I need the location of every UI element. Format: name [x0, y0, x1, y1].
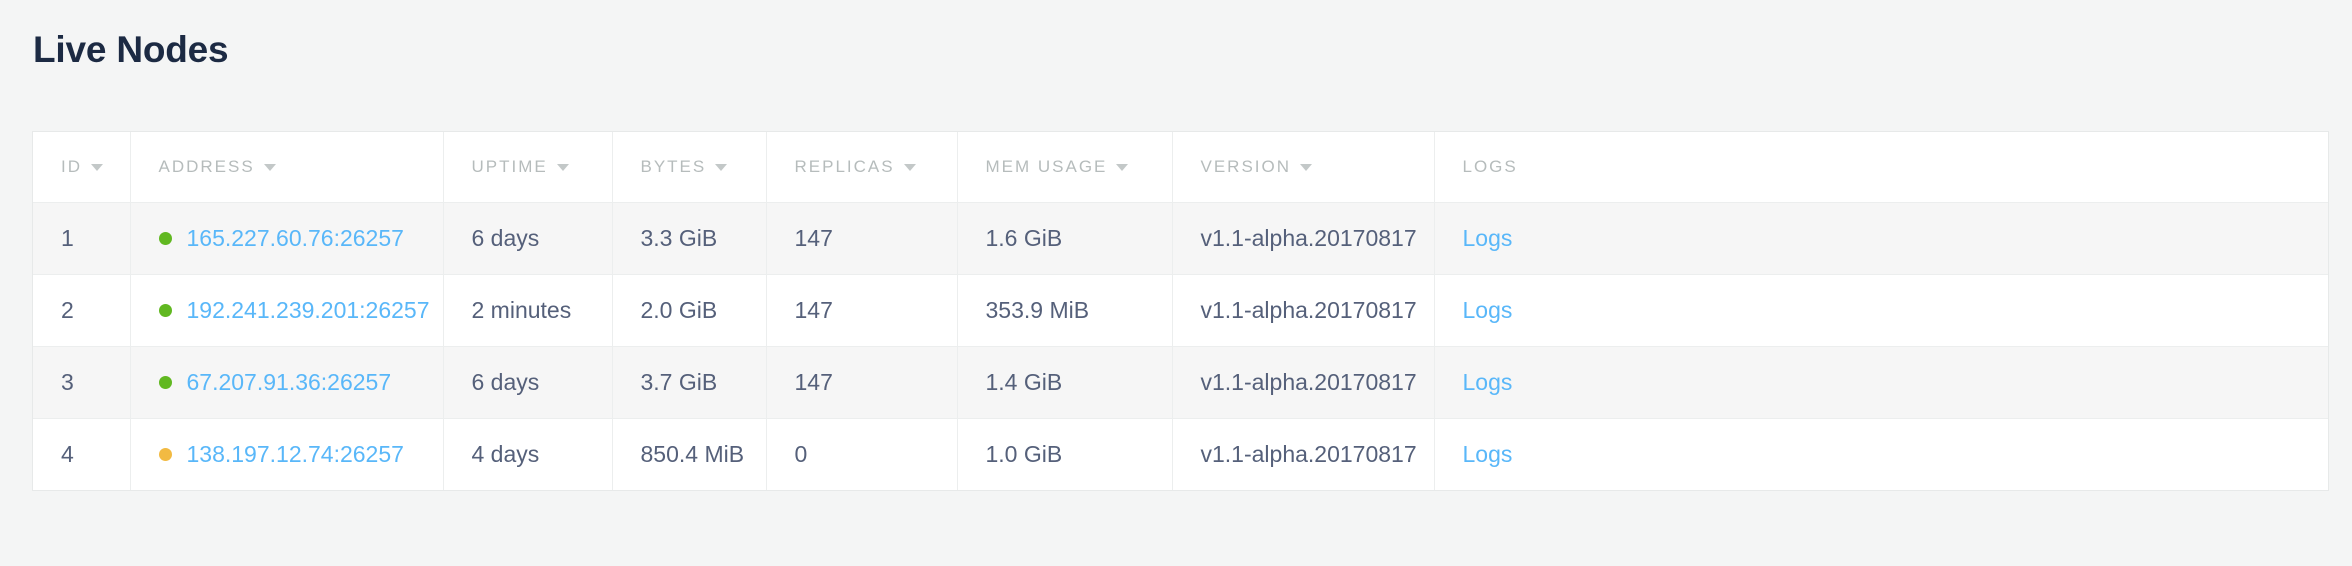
- cell-logs: Logs: [1434, 202, 2328, 275]
- cell-mem-usage: 1.4 GiB: [957, 346, 1173, 419]
- table-header-row: ID ADDRESS UPTIME: [33, 132, 2328, 203]
- caret-down-icon[interactable]: [1300, 164, 1313, 172]
- column-header-label: MEM USAGE: [985, 156, 1108, 176]
- logs-link[interactable]: Logs: [1462, 368, 1513, 395]
- live-nodes-table-container: ID ADDRESS UPTIME: [33, 132, 2328, 490]
- logs-link[interactable]: Logs: [1462, 296, 1513, 323]
- column-header-version[interactable]: VERSION: [1172, 132, 1435, 203]
- status-dot-icon: [158, 231, 172, 245]
- table-row: 1 165.227.60.76:26257 6 days 3.3 GiB 147…: [33, 202, 2328, 275]
- status-dot-icon: [158, 447, 172, 461]
- cell-bytes: 3.3 GiB: [612, 202, 767, 275]
- cell-mem-usage: 353.9 MiB: [957, 274, 1173, 347]
- column-header-label: ID: [61, 156, 82, 176]
- cell-id: 1: [33, 202, 131, 275]
- table-row: 3 67.207.91.36:26257 6 days 3.7 GiB 147 …: [33, 346, 2328, 419]
- cell-id: 4: [33, 418, 131, 490]
- cell-logs: Logs: [1434, 418, 2328, 490]
- column-header-label: REPLICAS: [794, 156, 895, 176]
- cell-bytes: 3.7 GiB: [612, 346, 767, 419]
- caret-down-icon[interactable]: [715, 164, 728, 172]
- cell-version: v1.1-alpha.20170817: [1172, 418, 1435, 490]
- table-row: 2 192.241.239.201:26257 2 minutes 2.0 Gi…: [33, 274, 2328, 347]
- cell-address: 67.207.91.36:26257: [130, 346, 444, 419]
- node-address-link[interactable]: 192.241.239.201:26257: [186, 296, 430, 323]
- cell-id: 2: [33, 274, 131, 347]
- column-header-logs: LOGS: [1434, 132, 2328, 203]
- cell-replicas: 147: [766, 346, 958, 419]
- caret-down-icon[interactable]: [91, 164, 103, 172]
- cell-uptime: 6 days: [443, 202, 613, 275]
- column-header-mem-usage[interactable]: MEM USAGE: [957, 132, 1173, 203]
- cell-bytes: 850.4 MiB: [612, 418, 767, 490]
- column-header-id[interactable]: ID: [33, 132, 131, 203]
- table-body: 1 165.227.60.76:26257 6 days 3.3 GiB 147…: [33, 202, 2328, 490]
- cell-id: 3: [33, 346, 131, 419]
- logs-link[interactable]: Logs: [1462, 440, 1513, 467]
- column-header-label: LOGS: [1462, 156, 1518, 176]
- caret-down-icon[interactable]: [1116, 164, 1129, 172]
- node-address-link[interactable]: 67.207.91.36:26257: [186, 368, 392, 395]
- cell-address: 192.241.239.201:26257: [130, 274, 444, 347]
- column-header-label: VERSION: [1200, 156, 1292, 176]
- column-header-label: ADDRESS: [158, 156, 255, 176]
- cell-uptime: 4 days: [443, 418, 613, 490]
- cell-mem-usage: 1.0 GiB: [957, 418, 1173, 490]
- caret-down-icon[interactable]: [263, 164, 276, 172]
- cell-address: 165.227.60.76:26257: [130, 202, 444, 275]
- column-header-address[interactable]: ADDRESS: [130, 132, 444, 203]
- column-header-bytes[interactable]: BYTES: [612, 132, 767, 203]
- cell-replicas: 147: [766, 274, 958, 347]
- live-nodes-table: ID ADDRESS UPTIME: [33, 132, 2328, 490]
- node-address-link[interactable]: 165.227.60.76:26257: [186, 224, 404, 251]
- column-header-replicas[interactable]: REPLICAS: [766, 132, 958, 203]
- cell-uptime: 2 minutes: [443, 274, 613, 347]
- page-title: Live Nodes: [33, 29, 229, 70]
- cell-address: 138.197.12.74:26257: [130, 418, 444, 490]
- table-header: ID ADDRESS UPTIME: [33, 132, 2328, 203]
- table-row: 4 138.197.12.74:26257 4 days 850.4 MiB 0…: [33, 418, 2328, 490]
- column-header-label: BYTES: [640, 156, 707, 176]
- cell-version: v1.1-alpha.20170817: [1172, 202, 1435, 275]
- cell-mem-usage: 1.6 GiB: [957, 202, 1173, 275]
- status-dot-icon: [158, 375, 172, 389]
- caret-down-icon[interactable]: [903, 164, 916, 172]
- caret-down-icon[interactable]: [556, 164, 569, 172]
- cell-uptime: 6 days: [443, 346, 613, 419]
- cell-replicas: 147: [766, 202, 958, 275]
- cell-replicas: 0: [766, 418, 958, 490]
- cell-logs: Logs: [1434, 274, 2328, 347]
- cell-version: v1.1-alpha.20170817: [1172, 346, 1435, 419]
- cell-logs: Logs: [1434, 346, 2328, 419]
- column-header-label: UPTIME: [471, 156, 548, 176]
- column-header-uptime[interactable]: UPTIME: [443, 132, 613, 203]
- cell-version: v1.1-alpha.20170817: [1172, 274, 1435, 347]
- cell-bytes: 2.0 GiB: [612, 274, 767, 347]
- node-address-link[interactable]: 138.197.12.74:26257: [186, 440, 404, 467]
- logs-link[interactable]: Logs: [1462, 224, 1513, 251]
- status-dot-icon: [158, 303, 172, 317]
